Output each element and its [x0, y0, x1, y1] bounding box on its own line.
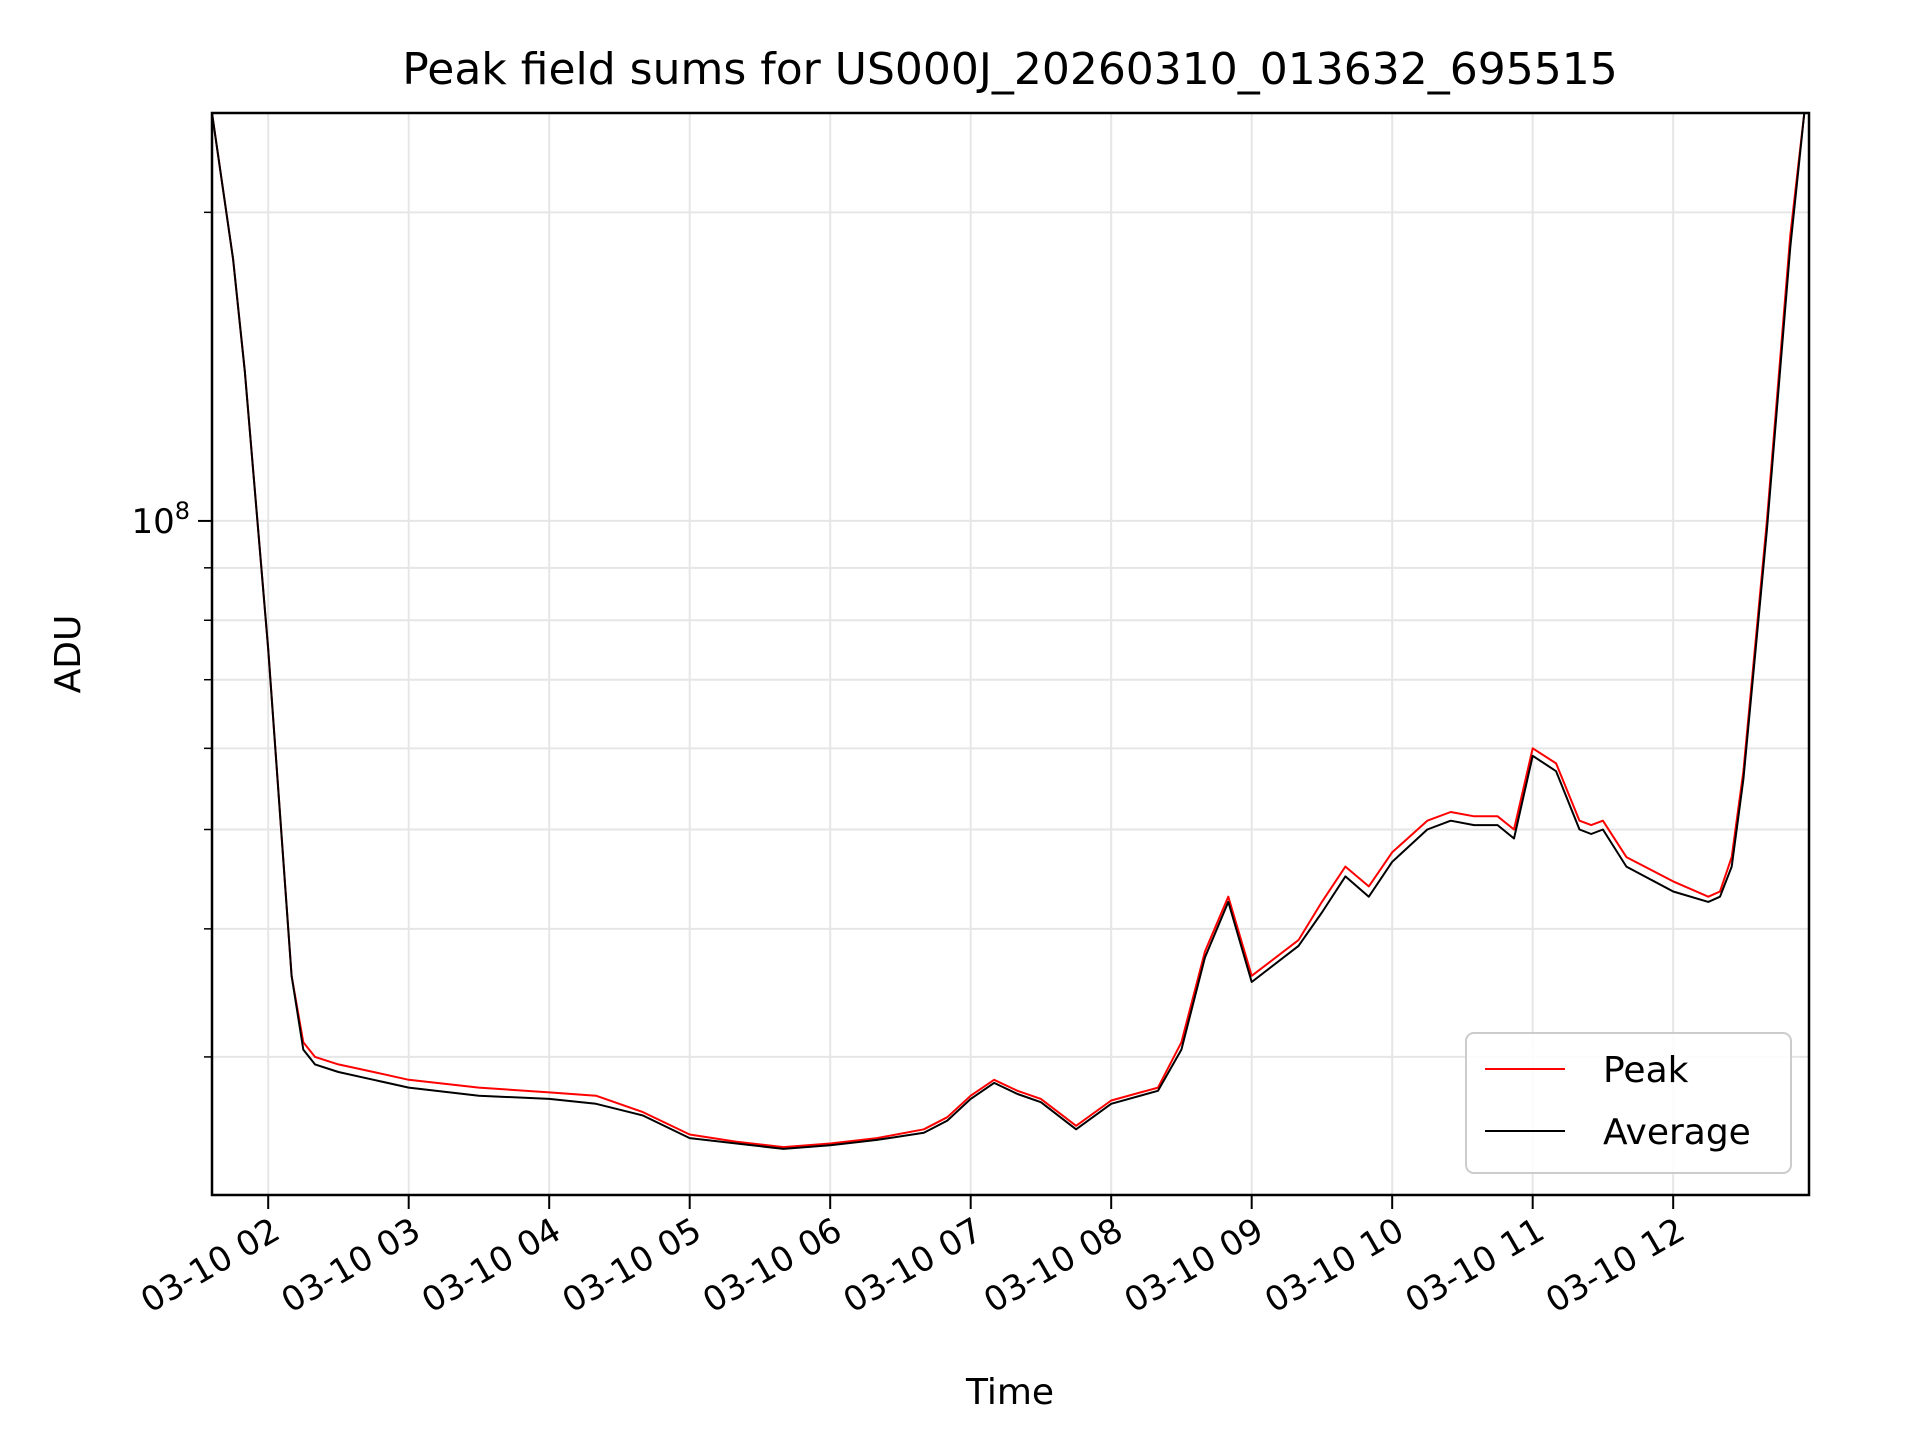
x-tick-label: 03-10 04 [415, 1210, 567, 1321]
x-tick-label: 03-10 05 [556, 1210, 708, 1321]
y-minor-ticks [204, 211, 212, 1058]
series-line-average [212, 113, 1806, 1150]
legend-label-average: Average [1603, 1112, 1751, 1153]
x-tick-label: 03-10 02 [134, 1210, 286, 1321]
y-axis-label: ADU [48, 615, 89, 694]
x-tick-label: 03-10 12 [1539, 1210, 1691, 1321]
legend: Peak Average [1465, 1032, 1792, 1174]
legend-label-peak: Peak [1603, 1050, 1689, 1091]
series-line-peak [212, 113, 1806, 1149]
grid [212, 113, 1809, 1195]
y-ticks: 108 [131, 497, 212, 542]
y-tick-label: 108 [131, 497, 190, 542]
x-tick-label: 03-10 09 [1118, 1210, 1270, 1321]
chart-title: Peak field sums for US000J_20260310_0136… [402, 44, 1617, 95]
x-tick-label: 03-10 03 [275, 1210, 427, 1321]
plot-frame [210, 111, 1811, 1197]
x-tick-label: 03-10 10 [1258, 1210, 1410, 1321]
x-axis-label: Time [965, 1372, 1054, 1413]
series-lines [212, 113, 1806, 1150]
x-tick-label: 03-10 08 [977, 1210, 1129, 1321]
x-tick-label: 03-10 06 [696, 1210, 848, 1321]
x-tick-label: 03-10 07 [837, 1210, 989, 1321]
x-tick-label: 03-10 11 [1399, 1210, 1551, 1321]
